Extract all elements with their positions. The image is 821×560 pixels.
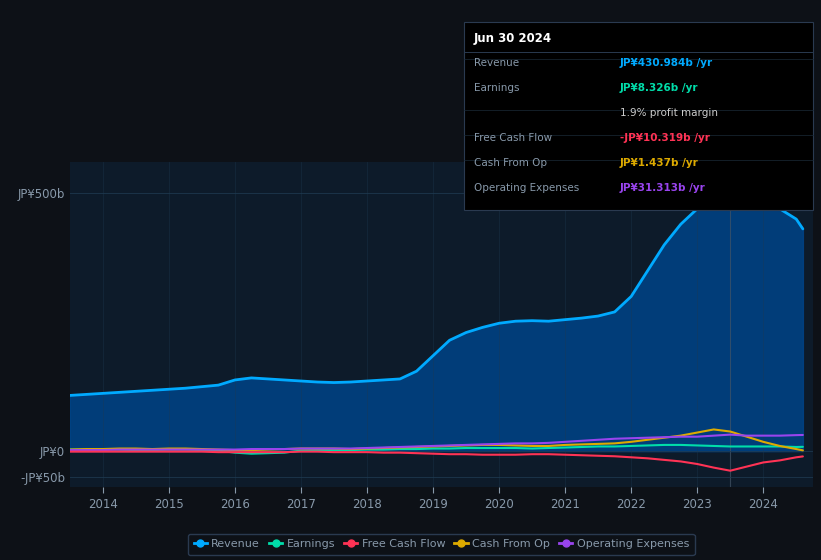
Text: -JP¥10.319b /yr: -JP¥10.319b /yr: [620, 133, 709, 143]
Text: Earnings: Earnings: [474, 83, 519, 94]
Text: Cash From Op: Cash From Op: [474, 158, 547, 169]
Text: JP¥8.326b /yr: JP¥8.326b /yr: [620, 83, 699, 94]
Text: Operating Expenses: Operating Expenses: [474, 183, 579, 193]
Text: Free Cash Flow: Free Cash Flow: [474, 133, 552, 143]
Legend: Revenue, Earnings, Free Cash Flow, Cash From Op, Operating Expenses: Revenue, Earnings, Free Cash Flow, Cash …: [188, 534, 695, 555]
Text: Jun 30 2024: Jun 30 2024: [474, 32, 552, 45]
Text: JP¥430.984b /yr: JP¥430.984b /yr: [620, 58, 713, 68]
Text: JP¥1.437b /yr: JP¥1.437b /yr: [620, 158, 699, 169]
Text: JP¥31.313b /yr: JP¥31.313b /yr: [620, 183, 705, 193]
Text: 1.9% profit margin: 1.9% profit margin: [620, 108, 718, 118]
Text: Revenue: Revenue: [474, 58, 519, 68]
